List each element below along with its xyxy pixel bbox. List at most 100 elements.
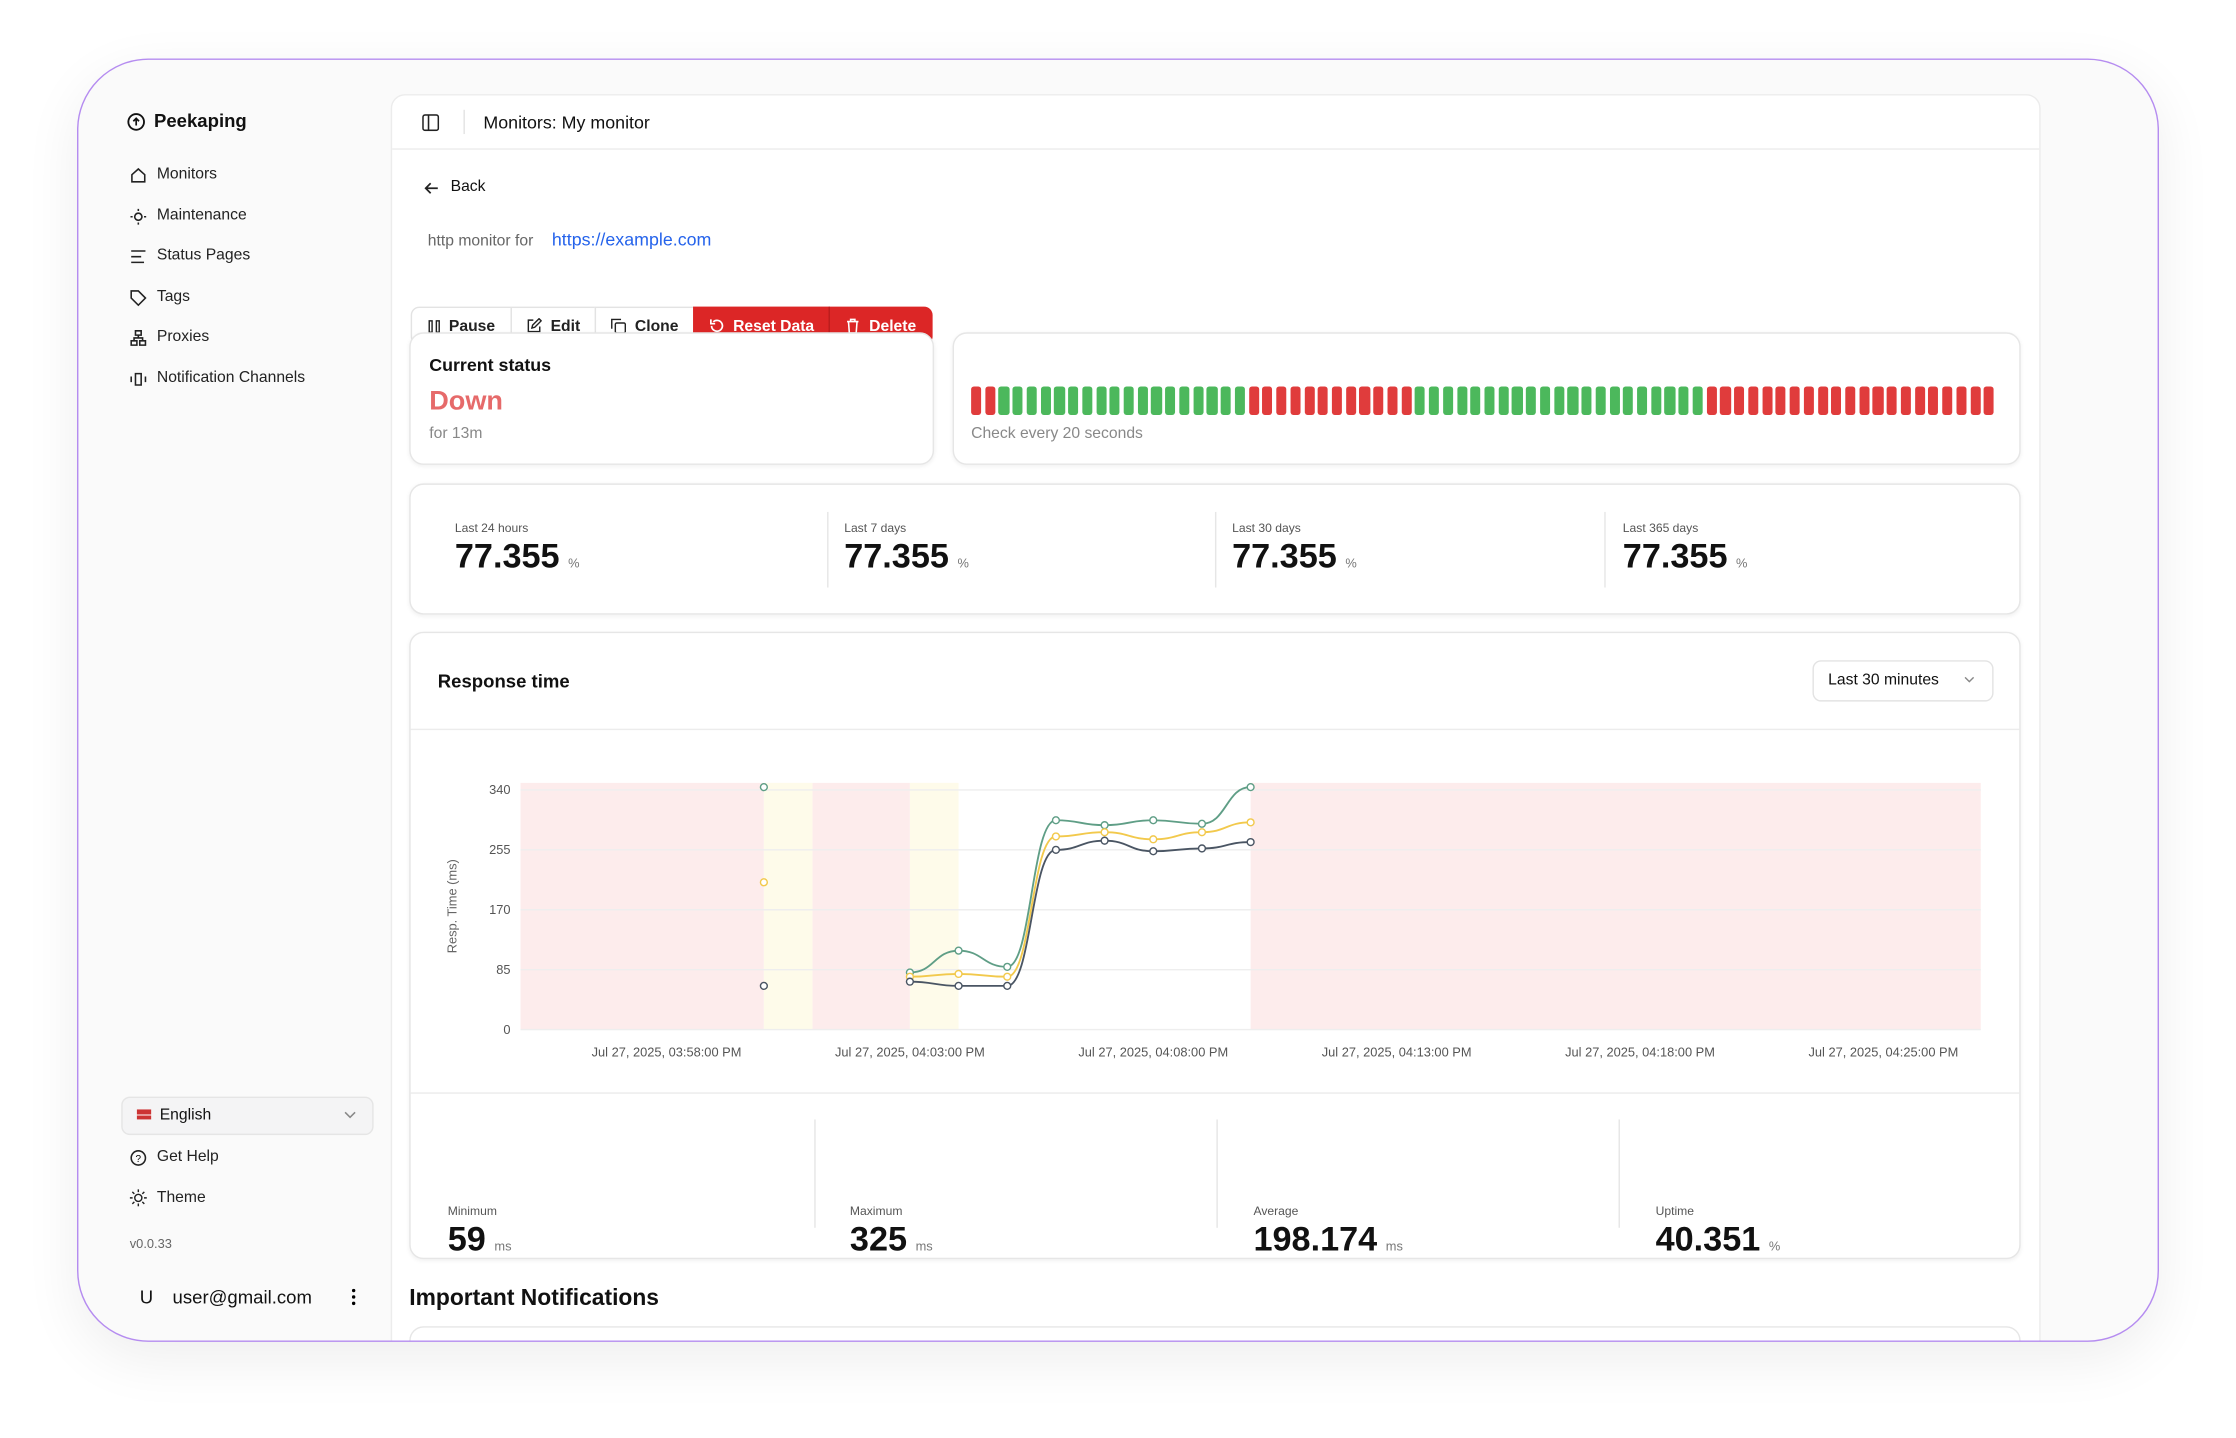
back[interactable]: Back — [450, 178, 486, 196]
check-interval: Check every 20 seconds — [971, 424, 1143, 443]
status-band — [909, 782, 959, 1030]
language-select[interactable]: English — [121, 1096, 374, 1136]
data-point — [759, 782, 769, 792]
heartbeat — [1942, 386, 1953, 415]
nav-item[interactable]: Proxies — [156, 327, 210, 346]
heartbeat — [1900, 386, 1911, 415]
stat-unit: ms — [494, 1239, 512, 1254]
data-point — [1100, 828, 1109, 837]
monitor-url[interactable]: https://example.com — [551, 229, 712, 250]
icon-path — [131, 250, 146, 264]
stat-value: 77.355 — [1232, 537, 1337, 577]
status-band — [812, 782, 910, 1030]
data-point — [1197, 844, 1207, 853]
heartbeat — [1123, 386, 1134, 415]
status-band — [1250, 782, 1981, 1030]
edit-icon — [527, 318, 543, 333]
heartbeat — [1734, 386, 1745, 415]
x-tick-label: Jul 27, 2025, 04:03:00 PM — [835, 1045, 985, 1060]
heartbeat — [1720, 386, 1731, 415]
stat-unit: % — [568, 556, 580, 571]
heartbeat — [1623, 386, 1634, 415]
data-point — [1100, 821, 1109, 830]
series-line — [909, 786, 1251, 974]
heartbeat — [1428, 386, 1440, 415]
notifications-card — [409, 1326, 2021, 1341]
user-menu[interactable] — [351, 1288, 357, 1307]
nav-item[interactable]: Tags — [156, 287, 191, 305]
heartbeat — [1095, 386, 1107, 415]
sidebar-toggle[interactable] — [422, 114, 440, 132]
nav-icon — [130, 330, 147, 346]
data-point — [1246, 818, 1255, 827]
heartbeat — [1206, 386, 1218, 415]
heartbeat — [1581, 386, 1592, 415]
status-band — [520, 782, 764, 1030]
x-tick-label: Jul 27, 2025, 03:58:00 PM — [592, 1045, 742, 1060]
stat-unit: % — [1736, 556, 1748, 571]
heartbeat — [1276, 386, 1287, 415]
heartbeat — [1817, 386, 1828, 415]
data-point — [1149, 835, 1158, 844]
heartbeat — [1664, 386, 1676, 415]
stat-row: 77.355% — [1232, 538, 1357, 578]
heartbeat — [1373, 386, 1384, 415]
brand[interactable]: Peekaping — [154, 109, 247, 132]
x-tick-label: Jul 27, 2025, 04:08:00 PM — [1078, 1045, 1228, 1060]
chevron — [344, 1111, 356, 1119]
heartbeat — [1956, 386, 1967, 415]
heartbeat — [1026, 386, 1037, 415]
svg-text:?: ? — [136, 1154, 142, 1165]
heartbeat — [1054, 386, 1065, 415]
stat-label: Maximum — [849, 1203, 903, 1218]
status-band — [763, 782, 813, 1030]
heartbeat — [1012, 386, 1023, 415]
heartbeat — [1317, 386, 1329, 415]
separator — [463, 109, 465, 135]
nav-item[interactable]: Status Pages — [156, 246, 251, 264]
heartbeat — [1859, 386, 1870, 415]
heartbeat — [1678, 386, 1689, 415]
y-tick-label: 85 — [496, 962, 510, 977]
stat-row: 77.355% — [1623, 538, 1748, 578]
heartbeat — [1456, 386, 1467, 415]
stat-row: 40.351% — [1656, 1221, 1781, 1261]
stat-row: 77.355% — [455, 538, 580, 578]
heartbeat — [1789, 386, 1800, 415]
heartbeat — [1442, 386, 1454, 415]
heartbeat — [1886, 386, 1898, 415]
notifications-title: Important Notifications — [409, 1286, 659, 1311]
data-point — [1197, 828, 1207, 837]
heartbeat — [1803, 386, 1814, 415]
heartbeat — [1845, 386, 1856, 415]
nav-icon — [130, 372, 147, 386]
label: Edit — [550, 317, 581, 335]
x-tick-label: Jul 27, 2025, 04:13:00 PM — [1322, 1045, 1472, 1060]
stat-row: 77.355% — [844, 538, 969, 578]
get-help[interactable]: Get Help — [156, 1147, 219, 1166]
status-duration: for 13m — [429, 424, 483, 443]
status-value: Down — [429, 386, 503, 417]
heartbeat — [1262, 386, 1273, 415]
nav-item[interactable]: Notification Channels — [156, 368, 306, 386]
data-point — [1051, 816, 1061, 825]
heartbeat — [1748, 386, 1759, 415]
heartbeat — [1304, 386, 1315, 415]
theme[interactable]: Theme — [156, 1189, 206, 1207]
heartbeat — [1234, 386, 1245, 415]
heartbeat — [1831, 386, 1842, 415]
stat-value: 59 — [447, 1220, 486, 1260]
range-select[interactable]: Last 30 minutes — [1812, 660, 1994, 702]
nav-item[interactable]: Maintenance — [156, 206, 247, 224]
heartbeat — [1692, 386, 1703, 415]
data-point — [1100, 836, 1109, 845]
user-email[interactable]: user@gmail.com — [172, 1286, 312, 1308]
heartbeat — [1512, 386, 1523, 415]
app-window: Peekaping English ? Get Help Theme v0.0.… — [77, 58, 2159, 1342]
stat-unit: ms — [915, 1239, 933, 1254]
heartbeat — [1706, 386, 1717, 415]
nav-item[interactable]: Monitors — [156, 165, 218, 183]
heartbeat — [1928, 386, 1939, 415]
heartbeat — [1109, 386, 1121, 415]
